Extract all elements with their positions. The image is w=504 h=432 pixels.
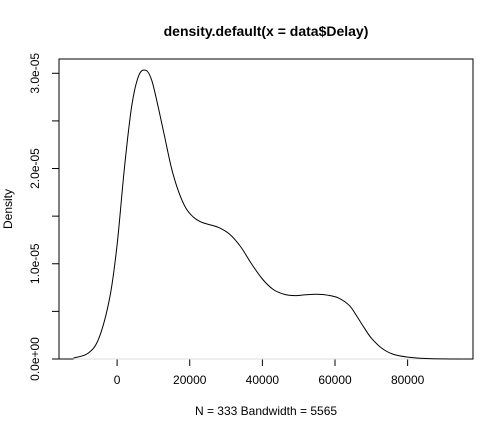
plot-frame	[58, 58, 474, 360]
y-tick-label: 1.0e-05	[28, 243, 42, 284]
chart-title: density.default(x = data$Delay)	[164, 23, 369, 39]
y-tick-label: 2.0e-05	[28, 148, 42, 189]
y-axis: 0.0e+00 1.0e-05 2.0e-05 3.0e-05	[28, 53, 60, 381]
x-tick-label: 40000	[246, 373, 280, 387]
y-tick-label: 3.0e-05	[28, 53, 42, 94]
x-tick-label: 60000	[318, 373, 352, 387]
x-tick-label: 20000	[173, 373, 207, 387]
y-axis-label: Density	[1, 189, 15, 229]
y-tick-label: 0.0e+00	[28, 337, 42, 381]
density-curve	[73, 69, 463, 360]
x-axis-label: N = 333 Bandwidth = 5565	[195, 404, 337, 418]
x-axis: 0 20000 40000 60000 80000	[114, 358, 425, 387]
x-tick-label: 0	[114, 373, 121, 387]
x-tick-label: 80000	[391, 373, 425, 387]
